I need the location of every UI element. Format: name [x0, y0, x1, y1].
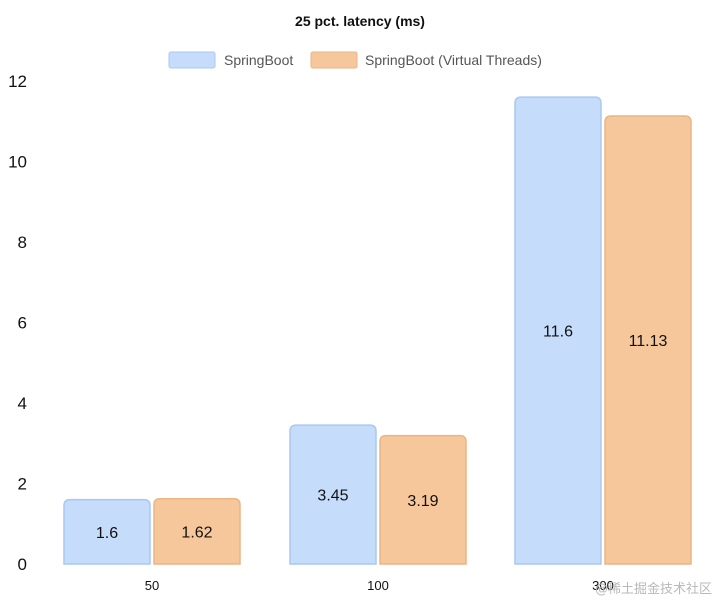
legend-label-virtual-threads: SpringBoot (Virtual Threads)	[365, 52, 542, 68]
x-tick-label-100: 100	[367, 578, 389, 593]
legend: SpringBoot SpringBoot (Virtual Threads)	[168, 51, 542, 69]
y-tick-label-8: 8	[18, 233, 27, 252]
bar-data-label-series2-100: 3.19	[407, 493, 438, 510]
y-tick-label-6: 6	[18, 314, 27, 333]
bar-series1-100	[289, 424, 377, 565]
bar-data-label-series1-300: 11.6	[543, 324, 573, 341]
bar-labels-group: 1.6 3.45 11.6 1.62 3.19 11.13	[96, 324, 668, 542]
x-tick-label-50: 50	[145, 578, 159, 593]
y-axis: 0 2 4 6 8 10 12	[8, 72, 27, 574]
y-tick-label-12: 12	[8, 72, 27, 91]
bar-data-label-series2-300: 11.13	[629, 333, 668, 350]
bar-data-label-series1-100: 3.45	[317, 488, 348, 505]
bar-series1-50	[63, 498, 151, 565]
y-tick-label-10: 10	[8, 153, 27, 172]
bar-data-label-series1-50: 1.6	[96, 525, 118, 542]
y-tick-label-2: 2	[18, 475, 27, 494]
y-tick-label-4: 4	[18, 394, 27, 413]
bar-series2-300	[604, 115, 692, 565]
x-tick-label-300: 300	[592, 578, 614, 593]
bar-data-label-series2-50: 1.62	[181, 524, 212, 541]
watermark-text: @稀土掘金技术社区	[595, 581, 712, 597]
y-tick-label-0: 0	[18, 555, 27, 574]
bar-series2-100	[379, 434, 467, 565]
legend-swatch-virtual-threads	[310, 51, 358, 69]
x-axis: 50 100 300	[145, 578, 614, 593]
bar-series2-50	[153, 498, 241, 565]
bar-series1-300	[514, 96, 602, 565]
legend-swatch-springboot	[168, 51, 216, 69]
legend-label-springboot: SpringBoot	[224, 52, 293, 68]
chart-title: 25 pct. latency (ms)	[295, 13, 425, 29]
bars-group	[63, 96, 692, 565]
